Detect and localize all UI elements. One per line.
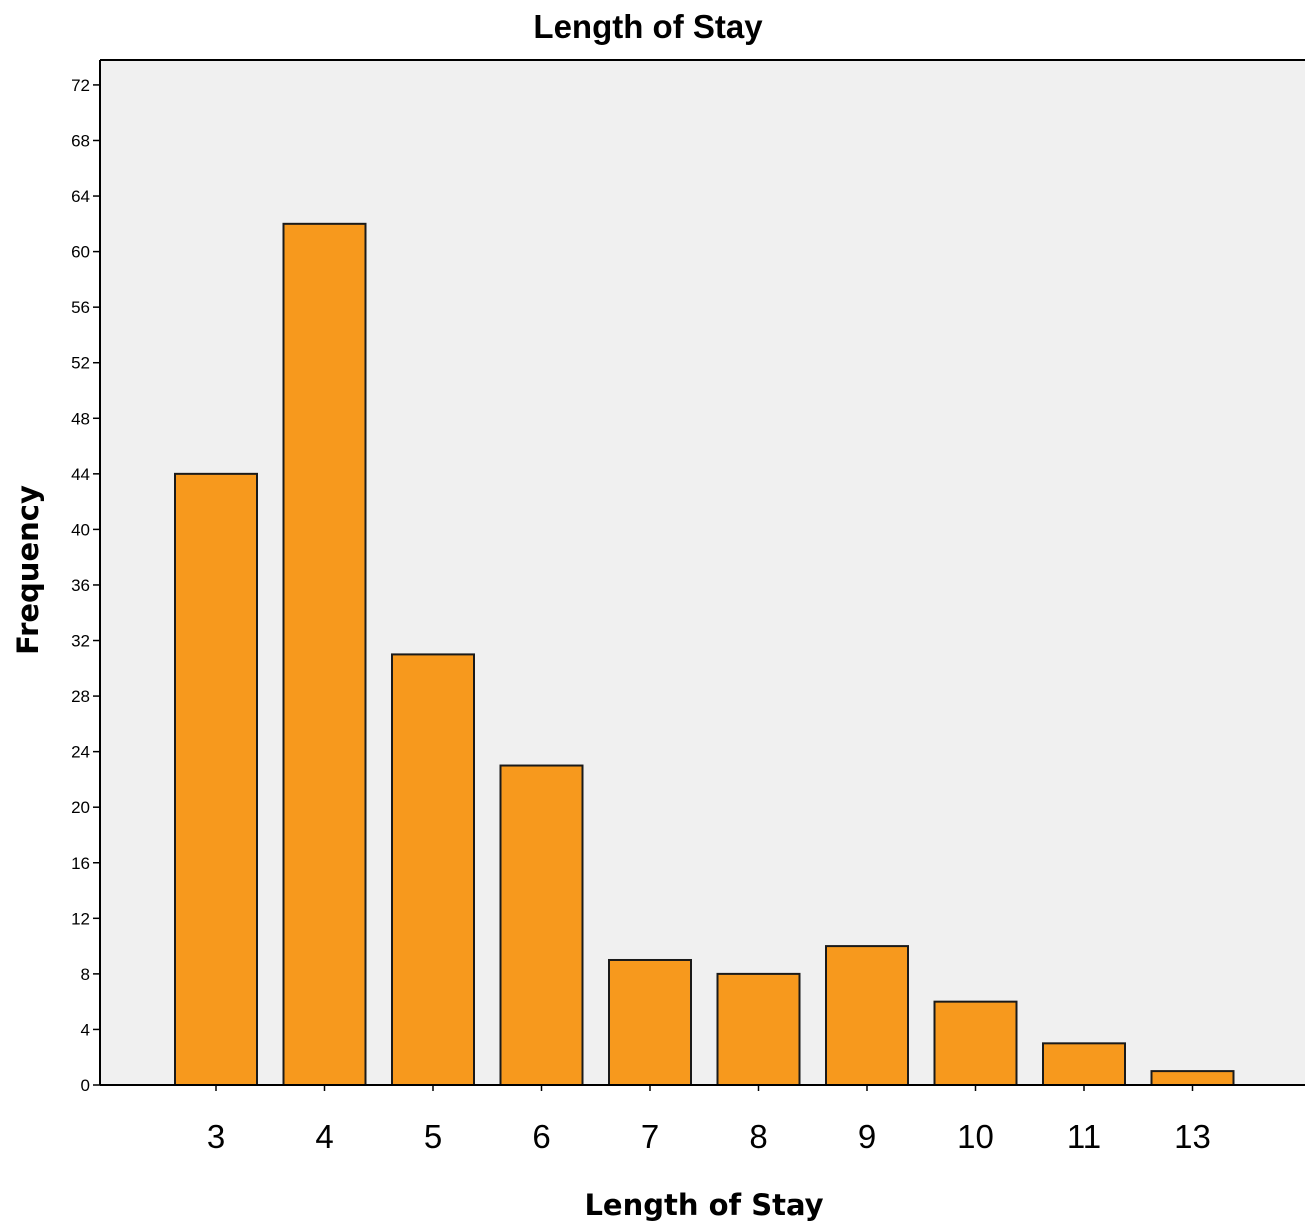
y-tick-label: 52 — [71, 354, 90, 373]
y-tick-label: 28 — [71, 687, 90, 706]
bar-5 — [391, 653, 475, 1086]
x-tick-label: 11 — [1067, 1118, 1101, 1155]
y-tick-label: 44 — [71, 465, 90, 484]
y-tick-label: 72 — [71, 76, 90, 95]
chart-title: Length of Stay — [533, 8, 763, 45]
x-tick-label: 3 — [207, 1118, 225, 1155]
y-tick-label: 4 — [81, 1020, 90, 1039]
x-axis-ticks: 3 4 5 6 7 8 9 10 11 13 — [207, 1085, 1211, 1155]
bars-group — [174, 222, 1235, 1087]
y-axis-title: Frequency — [11, 485, 45, 655]
bar-13 — [1150, 1070, 1235, 1086]
y-tick-label: 48 — [71, 409, 90, 428]
y-tick-label: 40 — [71, 520, 90, 539]
y-tick-label: 64 — [71, 187, 90, 206]
y-tick-label: 24 — [71, 743, 90, 762]
x-tick-label: 9 — [858, 1118, 876, 1155]
bar-11 — [1042, 1042, 1126, 1086]
x-axis-title: Length of Stay — [584, 1188, 823, 1222]
x-tick-label: 6 — [532, 1118, 550, 1155]
y-tick-label: 8 — [81, 965, 90, 984]
bar-10 — [933, 1000, 1018, 1086]
y-tick-label: 0 — [81, 1076, 90, 1095]
x-tick-label: 4 — [315, 1118, 333, 1155]
bar-7 — [608, 958, 692, 1086]
y-tick-label: 12 — [71, 909, 90, 928]
bar-4 — [282, 222, 367, 1086]
plot-area — [100, 60, 1305, 1085]
y-tick-label: 60 — [71, 243, 90, 262]
y-tick-label: 16 — [71, 854, 90, 873]
x-tick-label: 5 — [424, 1118, 442, 1155]
x-tick-label: 7 — [641, 1118, 659, 1155]
y-tick-label: 20 — [71, 798, 90, 817]
x-tick-label: 13 — [1174, 1118, 1211, 1155]
y-tick-label: 68 — [71, 131, 90, 150]
bar-8 — [716, 972, 801, 1087]
y-tick-label: 36 — [71, 576, 90, 595]
bar-6 — [499, 764, 584, 1087]
bar-3 — [174, 472, 258, 1086]
y-tick-label: 56 — [71, 298, 90, 317]
x-tick-label: 10 — [957, 1118, 994, 1155]
bar-9 — [825, 945, 909, 1086]
y-tick-label: 32 — [71, 632, 90, 651]
x-tick-label: 8 — [749, 1118, 767, 1155]
